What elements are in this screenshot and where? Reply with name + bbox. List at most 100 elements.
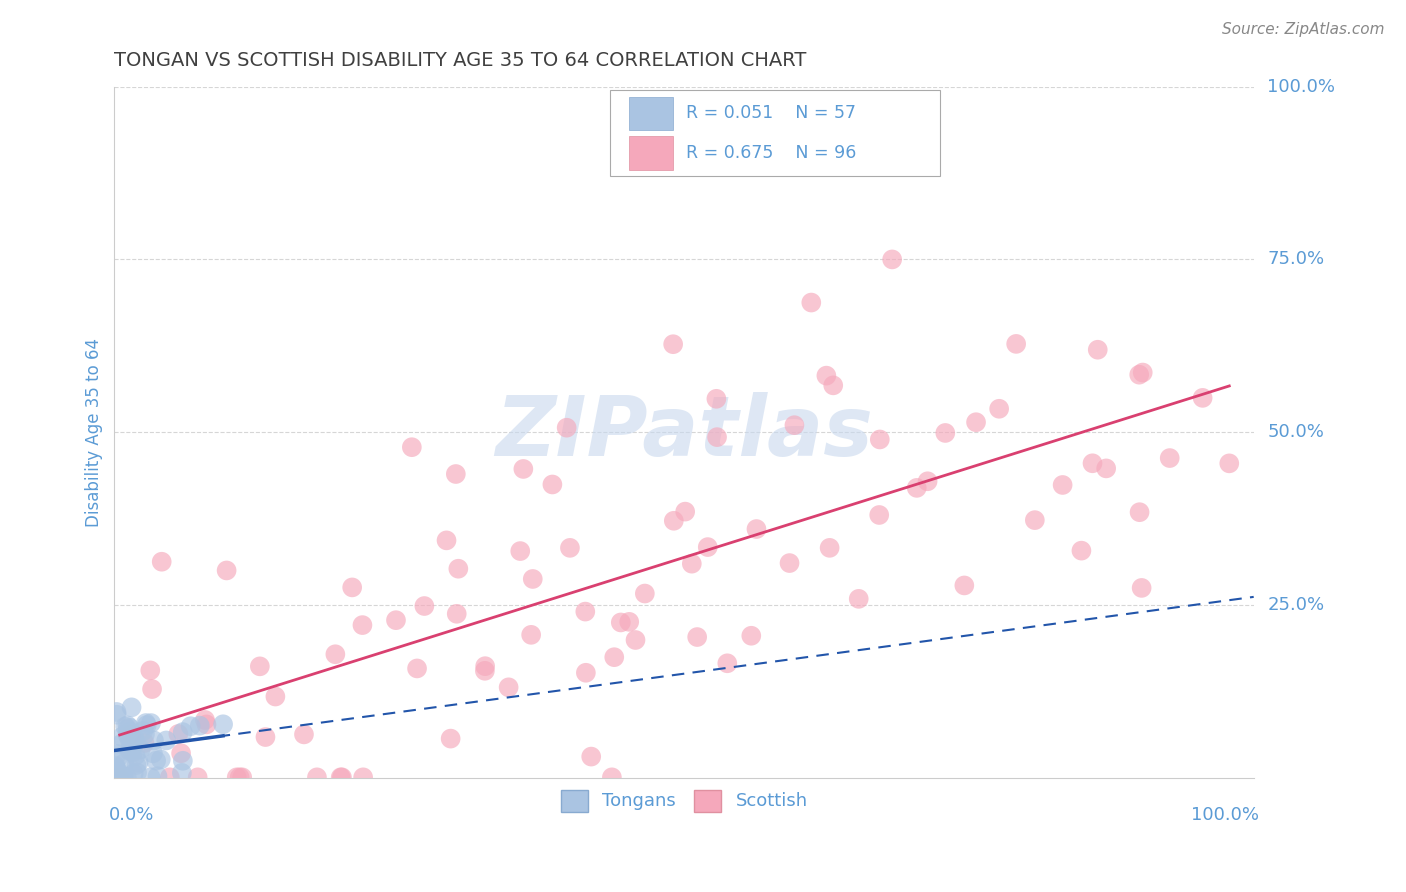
Point <box>249 659 271 673</box>
Point <box>150 555 173 569</box>
Point <box>823 378 845 392</box>
Point <box>170 765 193 780</box>
Point <box>124 748 146 763</box>
Point <box>146 769 169 783</box>
Point <box>122 732 145 747</box>
Point <box>187 770 209 784</box>
Point <box>574 605 596 619</box>
Point <box>696 540 718 554</box>
Point <box>264 690 287 704</box>
Point <box>128 756 150 770</box>
Point <box>105 762 128 776</box>
Point <box>848 591 870 606</box>
Point <box>520 628 543 642</box>
Y-axis label: Disability Age 35 to 64: Disability Age 35 to 64 <box>86 338 103 527</box>
Point <box>1095 461 1118 475</box>
Point <box>142 733 165 747</box>
Point <box>104 763 127 777</box>
Point <box>662 514 685 528</box>
Point <box>706 430 728 444</box>
Point <box>1070 543 1092 558</box>
Point <box>121 742 143 756</box>
Point <box>905 481 928 495</box>
Point <box>115 770 138 784</box>
Point <box>498 681 520 695</box>
Point <box>818 541 841 555</box>
Point <box>352 618 374 632</box>
Point <box>135 716 157 731</box>
Text: R = 0.675    N = 96: R = 0.675 N = 96 <box>686 145 856 162</box>
FancyBboxPatch shape <box>610 90 941 177</box>
Point <box>509 544 531 558</box>
Point <box>575 665 598 680</box>
Point <box>1087 343 1109 357</box>
Point <box>110 737 132 751</box>
Point <box>114 720 136 734</box>
Point <box>352 770 374 784</box>
Point <box>1052 478 1074 492</box>
Point <box>330 770 353 784</box>
Text: Source: ZipAtlas.com: Source: ZipAtlas.com <box>1222 22 1385 37</box>
FancyBboxPatch shape <box>630 96 672 130</box>
Point <box>624 632 647 647</box>
Point <box>541 477 564 491</box>
Point <box>329 770 352 784</box>
Point <box>340 581 363 595</box>
Text: 75.0%: 75.0% <box>1267 251 1324 268</box>
Point <box>745 522 768 536</box>
Point <box>122 745 145 759</box>
Point <box>122 731 145 745</box>
Point <box>1024 513 1046 527</box>
Point <box>1128 368 1150 382</box>
Point <box>112 770 135 784</box>
Point <box>117 723 139 737</box>
Point <box>868 508 890 522</box>
Point <box>603 650 626 665</box>
Point <box>474 659 496 673</box>
Point <box>634 586 657 600</box>
Point <box>139 770 162 784</box>
Point <box>686 630 709 644</box>
Point <box>124 732 146 747</box>
Point <box>212 717 235 731</box>
Text: 25.0%: 25.0% <box>1267 596 1324 614</box>
Point <box>228 770 250 784</box>
Point <box>440 731 463 746</box>
Point <box>129 742 152 756</box>
Text: ZIPatlas: ZIPatlas <box>495 392 873 473</box>
Point <box>740 629 762 643</box>
Point <box>934 425 956 440</box>
Point <box>117 726 139 740</box>
Point <box>385 613 408 627</box>
Text: 0.0%: 0.0% <box>108 805 155 823</box>
Point <box>180 719 202 733</box>
Point <box>105 747 128 761</box>
Point <box>142 747 165 761</box>
Point <box>1159 451 1181 466</box>
Point <box>869 433 891 447</box>
Point <box>108 766 131 780</box>
Point <box>815 368 838 383</box>
Point <box>800 295 823 310</box>
Point <box>965 415 987 429</box>
Point <box>1130 581 1153 595</box>
Point <box>118 721 141 735</box>
Point <box>716 657 738 671</box>
Point <box>134 727 156 741</box>
Point <box>512 462 534 476</box>
Point <box>446 607 468 621</box>
Point <box>108 770 131 784</box>
Point <box>1218 456 1240 470</box>
Point <box>155 733 177 747</box>
Point <box>107 750 129 764</box>
Point <box>413 599 436 613</box>
Point <box>1005 337 1028 351</box>
Point <box>406 661 429 675</box>
Point <box>783 418 806 433</box>
Point <box>125 758 148 772</box>
Point <box>681 557 703 571</box>
Text: TONGAN VS SCOTTISH DISABILITY AGE 35 TO 64 CORRELATION CHART: TONGAN VS SCOTTISH DISABILITY AGE 35 TO … <box>114 51 807 70</box>
Point <box>444 467 467 481</box>
Point <box>121 738 143 752</box>
Point <box>167 727 190 741</box>
